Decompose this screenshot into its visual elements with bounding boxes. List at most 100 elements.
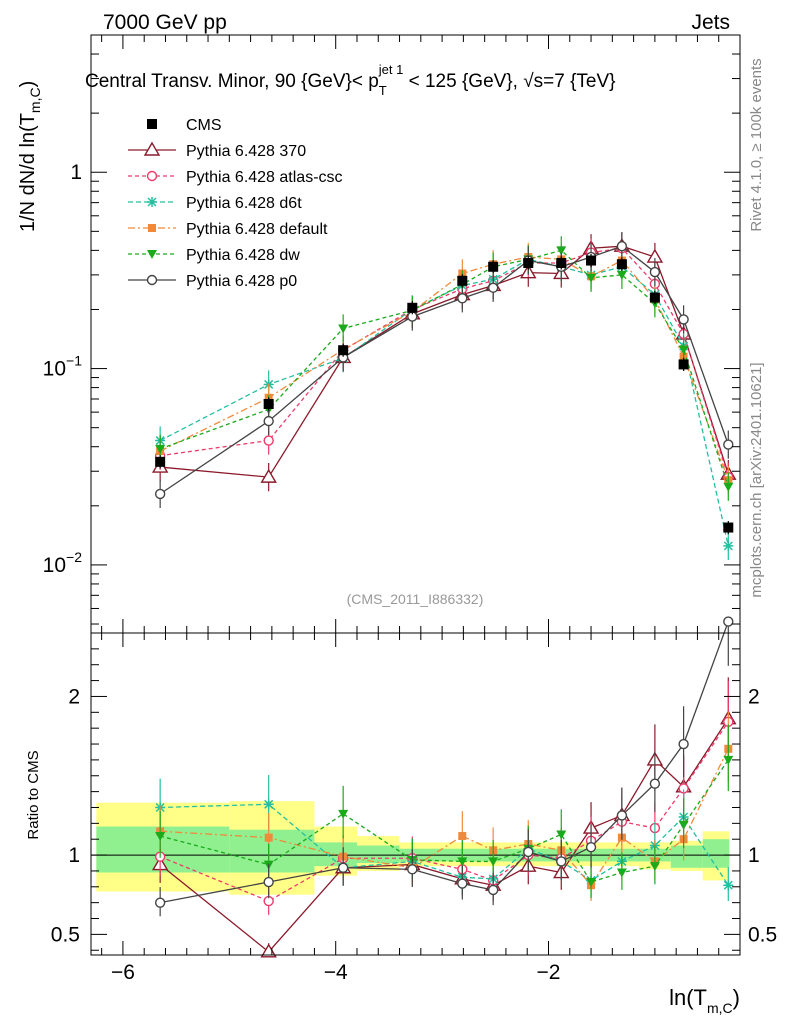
header-left: 7000 GeV pp [103, 11, 227, 34]
rivet-label: Rivet 4.1.0, ≥ 100k events [748, 58, 765, 231]
ratio-point [586, 878, 597, 888]
legend-label: Pythia 6.428 atlas-csc [186, 169, 343, 186]
legend-label: Pythia 6.428 d6t [186, 195, 302, 212]
ratio-point [723, 616, 734, 627]
ratio-point [616, 868, 627, 878]
x-axis-label-sub: m,C [707, 1000, 733, 1016]
ratio-point [407, 864, 418, 875]
legend-marker [147, 119, 157, 129]
ratio-point [585, 841, 597, 853]
axis-tick-labels: −6 −4 −2 10−2 10−1 1 0.5 0.5 1 1 2 2 [43, 161, 778, 984]
cms-point [263, 399, 274, 410]
title-sub: T [379, 83, 387, 98]
ratio-axis-label: Ratio to CMS [25, 750, 42, 839]
x-tick-label: −2 [537, 961, 561, 984]
cms-point [586, 255, 597, 266]
ratio-point [457, 878, 468, 889]
ratio-series [151, 616, 737, 958]
title-rest: < 125 {GeV}, √s=7 {TeV} [403, 71, 615, 92]
cms-point [523, 257, 534, 268]
mcplots-label: mcplots.cern.ch [arXiv:2401.10621] [748, 362, 765, 597]
analysis-watermark: (CMS_2011_I886332) [347, 591, 484, 607]
cms-point [678, 359, 689, 370]
data-point [154, 488, 166, 500]
cms-point [407, 302, 418, 313]
ratio-tick-label-right: 0.5 [748, 923, 777, 946]
data-point [649, 266, 661, 278]
ratio-point [723, 880, 734, 891]
legend-label: Pythia 6.428 default [186, 221, 328, 238]
axis-ticks [91, 34, 740, 955]
data-point [260, 468, 277, 483]
plot-title: Central Transv. Minor, 90 {GeV}< pTjet 1… [85, 62, 616, 98]
y-tick-label: 10−2 [43, 549, 83, 577]
ratio-point [337, 862, 349, 873]
data-point [487, 282, 499, 293]
data-point [723, 482, 734, 492]
cms-point [338, 345, 349, 356]
y-axis-label: 1/N dN/d ln(Tm,C) [17, 81, 43, 232]
ratio-point [263, 876, 274, 888]
ratio-point [458, 832, 467, 841]
ratio-point [154, 897, 166, 908]
data-point [263, 435, 274, 446]
band-inner-5 [670, 845, 703, 868]
ratio-tick-label: 0.5 [51, 923, 80, 946]
ratio-tick-label: 2 [68, 685, 80, 708]
legend-marker [146, 274, 158, 286]
x-axis-label-close: ) [733, 985, 740, 1010]
legend: CMS Pythia 6.428 370 Pythia 6.428 atlas-cs… [128, 117, 343, 290]
data-point [586, 273, 597, 283]
legend-marker [143, 141, 161, 156]
y-tick-label: 10−1 [43, 353, 83, 381]
ratio-tick-label-right: 2 [748, 685, 760, 708]
cms-point [649, 292, 660, 303]
title-sup: jet 1 [378, 62, 404, 77]
ratio-point [264, 833, 273, 842]
cms-point [457, 275, 468, 286]
ratio-point [556, 856, 567, 867]
x-tick-label: −4 [324, 961, 348, 984]
ratio-point [678, 820, 689, 830]
ratio-point [649, 778, 661, 789]
legend-label: CMS [186, 117, 222, 134]
band-inner-2 [314, 842, 357, 867]
cms-point [616, 259, 627, 270]
ratio-point [678, 738, 689, 750]
data-point [678, 314, 689, 325]
data-point [616, 241, 628, 252]
legend-marker [147, 197, 157, 207]
ratio-point [523, 846, 534, 858]
data-point [457, 293, 468, 304]
x-axis-label-main: ln(T [669, 985, 707, 1010]
legend-label: Pythia 6.428 dw [186, 247, 300, 264]
cms-point [155, 456, 166, 467]
data-point [678, 345, 689, 355]
main-series [151, 232, 737, 560]
ratio-point [155, 832, 166, 842]
series-line-2 [159, 258, 729, 547]
cms-point [488, 261, 499, 272]
ratio-point [723, 755, 734, 765]
header-right: Jets [691, 11, 730, 34]
ratio-point [556, 830, 567, 840]
legend-label: Pythia 6.428 p0 [186, 273, 297, 290]
data-point [263, 415, 274, 427]
data-point [723, 439, 734, 450]
ratio-point [457, 857, 468, 867]
legend-label: Pythia 6.428 370 [186, 143, 306, 160]
ratio-tick-label-right: 1 [748, 844, 760, 867]
ratio-point [616, 810, 628, 821]
legend-marker [147, 250, 157, 259]
y-tick-label: 1 [70, 161, 82, 184]
ratio-point [649, 862, 660, 872]
data-point [155, 444, 166, 454]
data-point [338, 324, 349, 334]
legend-marker [146, 170, 158, 182]
cms-point [723, 522, 734, 533]
y-axis-label-close: ) [17, 81, 39, 88]
data-point [616, 270, 627, 280]
legend-marker [148, 224, 156, 232]
ratio-point [338, 809, 349, 819]
